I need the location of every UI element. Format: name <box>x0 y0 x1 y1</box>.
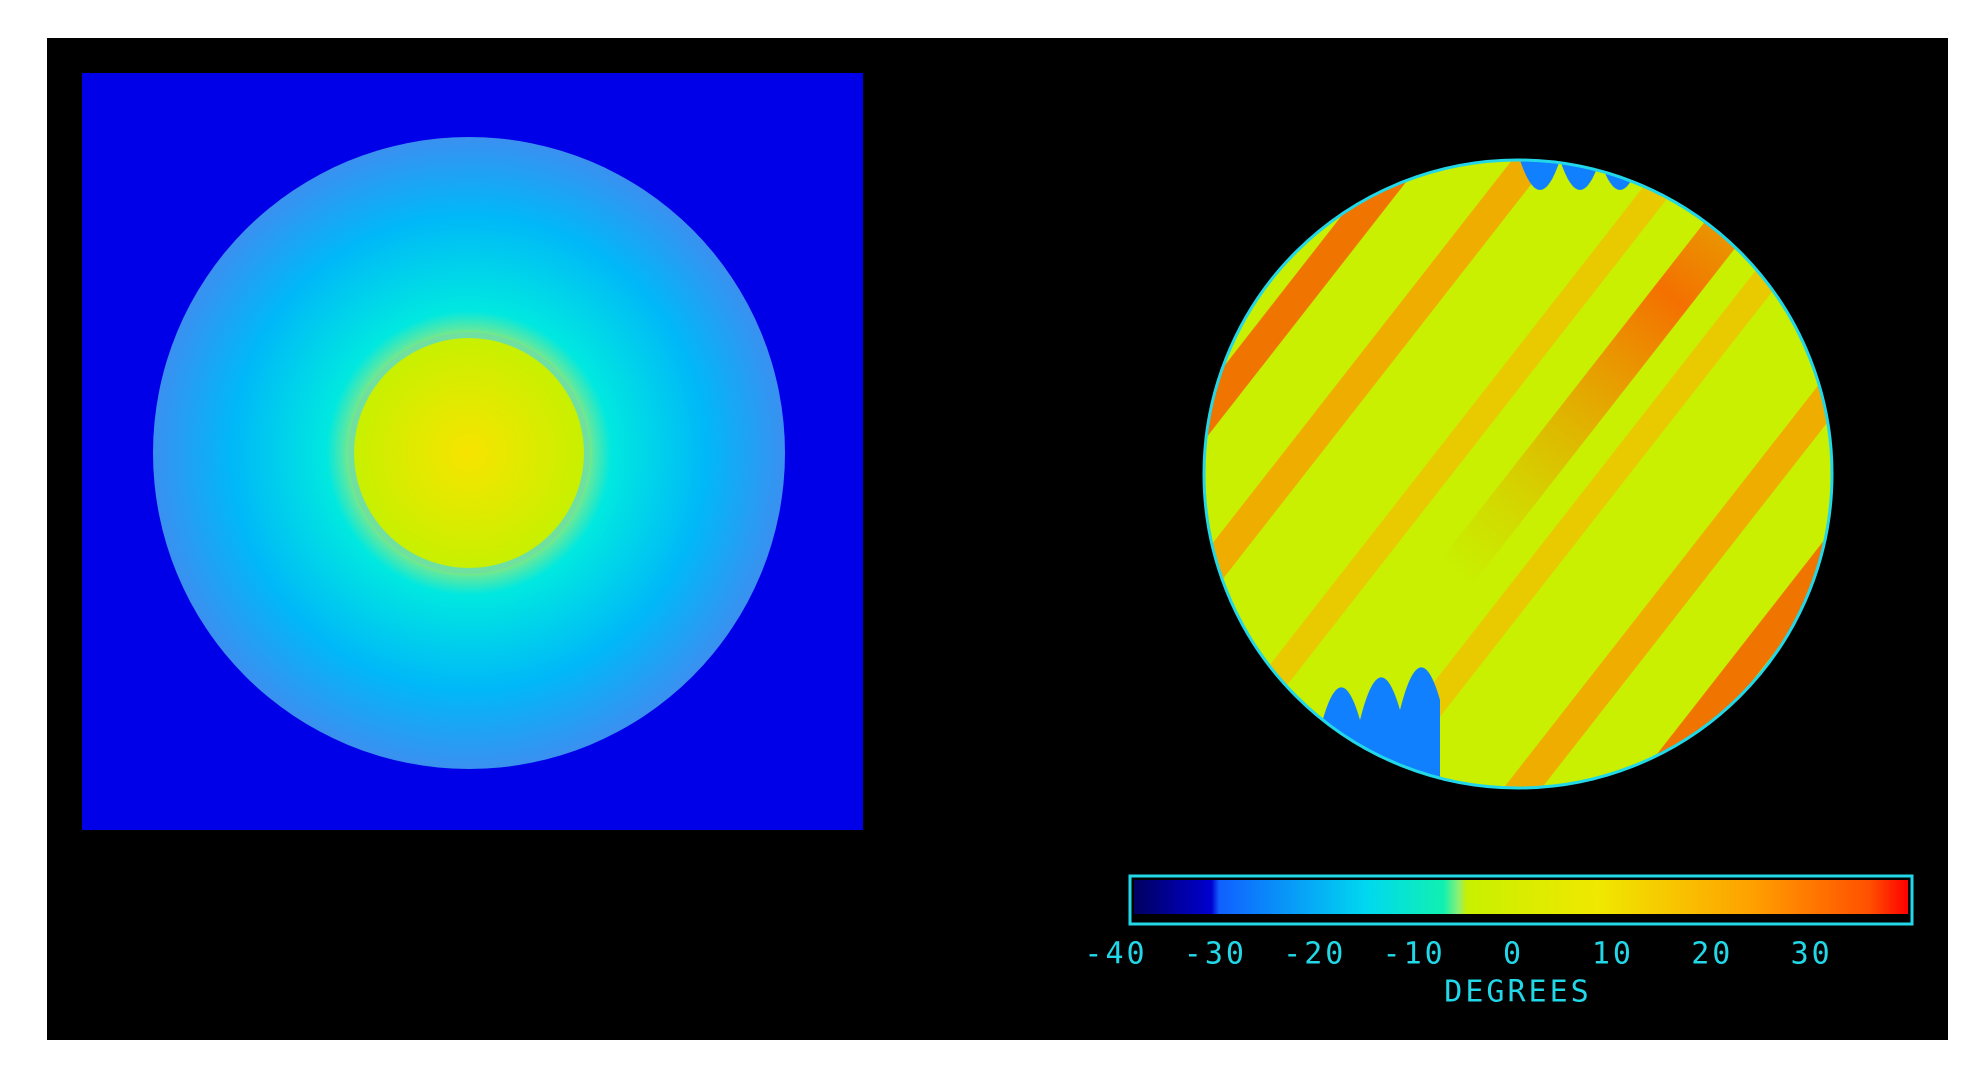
stripe <box>1502 352 1832 788</box>
stripes <box>1204 160 1832 788</box>
stripe <box>1204 160 1538 614</box>
stripe <box>1329 217 1818 788</box>
stripe <box>1218 160 1708 747</box>
right-disk <box>1204 160 1832 788</box>
tick-label: -30 <box>1184 937 1247 972</box>
colorbar-label: DEGREES <box>1444 975 1591 1010</box>
stripe <box>1440 160 1832 586</box>
tick-label: -10 <box>1383 937 1446 972</box>
colorbar-frame <box>1128 874 1914 926</box>
stripe <box>1423 291 1832 788</box>
tick-label: 10 <box>1592 937 1634 972</box>
tick-label: 30 <box>1791 937 1833 972</box>
tick-label: 20 <box>1691 937 1733 972</box>
tick-label: -40 <box>1084 937 1147 972</box>
tick-label: 0 <box>1503 937 1524 972</box>
disk-outline <box>1202 158 1834 790</box>
stripe <box>1204 160 1616 675</box>
colorbar <box>1134 880 1908 914</box>
inner-ring <box>348 332 590 574</box>
tick-label: -20 <box>1283 937 1346 972</box>
left-disk <box>153 137 785 769</box>
